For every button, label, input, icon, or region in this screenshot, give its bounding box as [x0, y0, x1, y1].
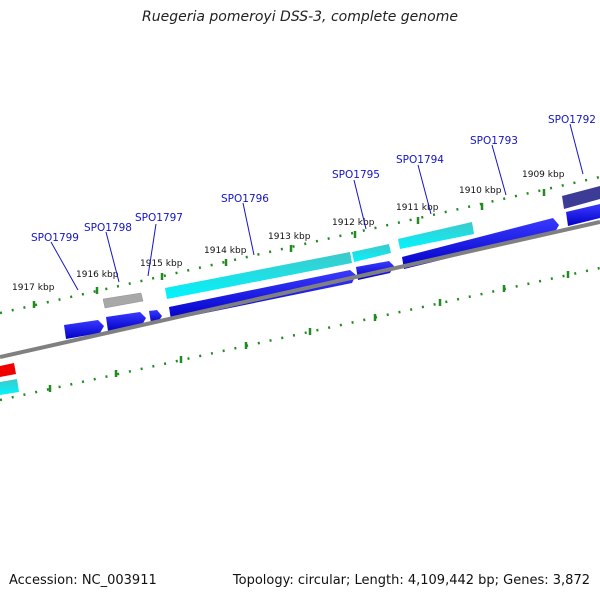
gene-label-spo1796: SPO1796 — [221, 193, 269, 205]
scale-label-1911: 1911 kbp — [396, 203, 439, 213]
gene-spo1792-navy — [562, 186, 600, 209]
scale-label-1912: 1912 kbp — [332, 218, 375, 228]
reverse-strand-track — [0, 186, 600, 395]
gene-label-spo1795: SPO1795 — [332, 169, 380, 181]
outer-major-ticks — [32, 189, 546, 308]
outer-scale-track — [0, 175, 600, 315]
scale-label-1915: 1915 kbp — [140, 259, 183, 269]
gene-spo1798-gray — [102, 292, 144, 309]
gene-red — [0, 363, 16, 377]
gene-spo1794-cyan — [398, 222, 474, 249]
gene-label-spo1793: SPO1793 — [470, 135, 518, 147]
gene-spo1795-cyan — [352, 244, 391, 262]
scale-label-1913: 1913 kbp — [268, 232, 311, 242]
gene-spo1799-blue — [64, 320, 104, 339]
scale-label-1910: 1910 kbp — [459, 186, 502, 196]
gene-label-spo1799: SPO1799 — [31, 232, 79, 244]
gene-spo1798-blue — [106, 312, 146, 331]
label-leader-lines — [50, 123, 584, 291]
gene-label-spo1798: SPO1798 — [84, 222, 132, 234]
inner-major-ticks — [48, 271, 570, 392]
gene-spo1796-cyan — [165, 252, 352, 299]
scale-label-1914: 1914 kbp — [204, 246, 247, 256]
gene-label-spo1797: SPO1797 — [135, 212, 183, 224]
inner-scale-track — [0, 266, 600, 402]
gene-label-spo1794: SPO1794 — [396, 154, 444, 166]
gene-labels: SPO1799 SPO1798 SPO1797 SPO1796 SPO1795 … — [31, 114, 596, 244]
accession-text: Accession: NC_003911 — [9, 573, 157, 588]
scale-label-1916: 1916 kbp — [76, 270, 119, 280]
map-title: Ruegeria pomeroyi DSS-3, complete genome — [142, 9, 458, 25]
scale-label-1909: 1909 kbp — [522, 170, 565, 180]
genome-backbone — [0, 220, 600, 359]
gene-spo1792-blue — [566, 204, 600, 226]
scale-labels: 1917 kbp 1916 kbp 1915 kbp 1914 kbp 1913… — [12, 170, 565, 293]
gene-label-spo1792: SPO1792 — [548, 114, 596, 126]
topology-text: Topology: circular; Length: 4,109,442 bp… — [232, 573, 590, 588]
gene-cyan-left — [0, 379, 19, 395]
scale-label-1917: 1917 kbp — [12, 283, 55, 293]
